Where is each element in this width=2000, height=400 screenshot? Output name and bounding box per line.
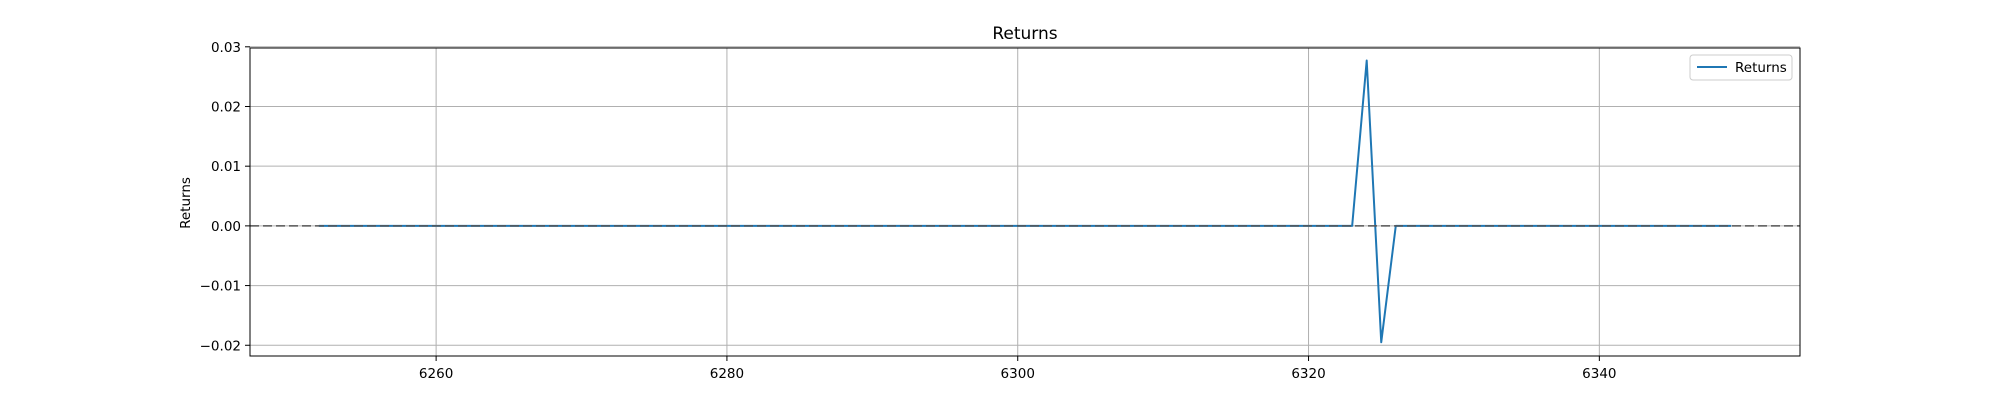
plot-frame	[249, 47, 1801, 357]
plot-area	[250, 48, 1800, 356]
y-tick-label: 0.01	[211, 159, 241, 175]
y-axis-label: Returns	[178, 177, 194, 229]
legend: Returns	[1689, 54, 1793, 81]
x-axis-ticks: 6260 6280 6300 6320 6340	[419, 356, 1617, 382]
legend-box	[1689, 54, 1793, 81]
x-tick-label: 6280	[710, 366, 744, 382]
legend-label-returns: Returns	[1735, 60, 1787, 76]
x-tick-label: 6300	[1001, 366, 1035, 382]
y-tick-label: −0.02	[200, 338, 241, 354]
x-tick-label: 6340	[1582, 366, 1616, 382]
y-tick-label: 0.02	[211, 99, 241, 115]
x-tick-label: 6260	[419, 366, 453, 382]
y-axis-ticks: 0.03 0.02 0.01 0.00 −0.01 −0.02	[200, 40, 250, 354]
y-tick-label: 0.03	[211, 40, 241, 56]
y-tick-label: −0.01	[200, 279, 241, 295]
x-tick-label: 6320	[1291, 366, 1325, 382]
chart-title: Returns	[992, 24, 1057, 44]
y-tick-label: 0.00	[211, 219, 241, 235]
